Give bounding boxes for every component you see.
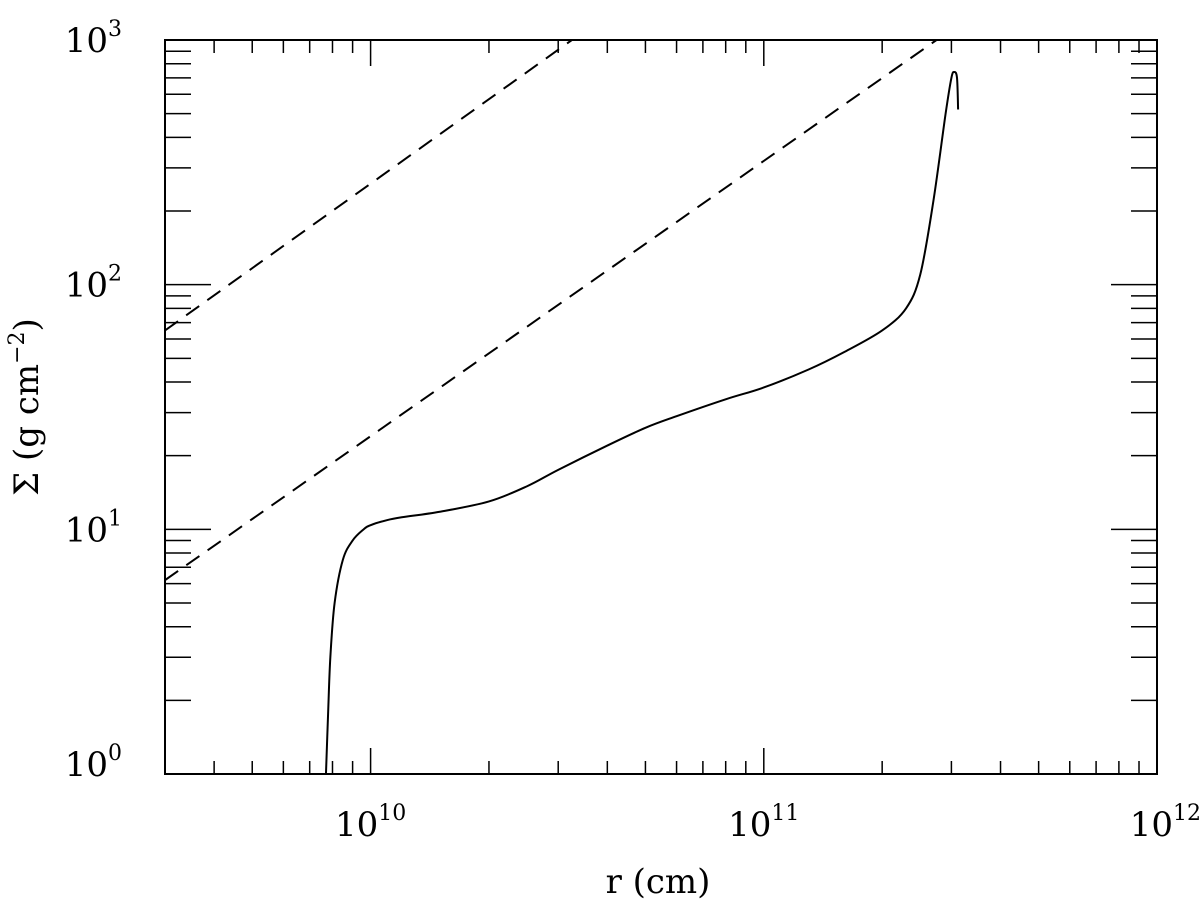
- y-axis-title-prefix: Σ (g cm: [7, 364, 47, 496]
- x-axis-title: r (cm): [606, 862, 711, 902]
- x-tick-label: 1010: [335, 801, 406, 845]
- y-axis-title: Σ (g cm−2): [5, 318, 47, 496]
- y-tick-label: 100: [65, 741, 122, 785]
- dashed-line-1: [165, 40, 573, 332]
- solid-curve: [324, 70, 960, 774]
- dashed-line-2: [165, 40, 938, 581]
- tick-marks: [164, 39, 1158, 775]
- y-tick-label: 103: [65, 17, 122, 61]
- x-tick-label: 1012: [1130, 801, 1200, 845]
- y-axis-title-suffix: ): [7, 318, 47, 331]
- series-group: [165, 40, 960, 774]
- y-tick-label: 101: [65, 506, 122, 550]
- x-tick-label: 1011: [728, 801, 799, 845]
- plot-frame: [164, 39, 1158, 775]
- y-tick-label: 102: [65, 262, 122, 306]
- y-axis-title-exponent: −2: [5, 331, 30, 363]
- tick-labels: 1010 1011 1012 100 101 102 103: [65, 17, 1200, 845]
